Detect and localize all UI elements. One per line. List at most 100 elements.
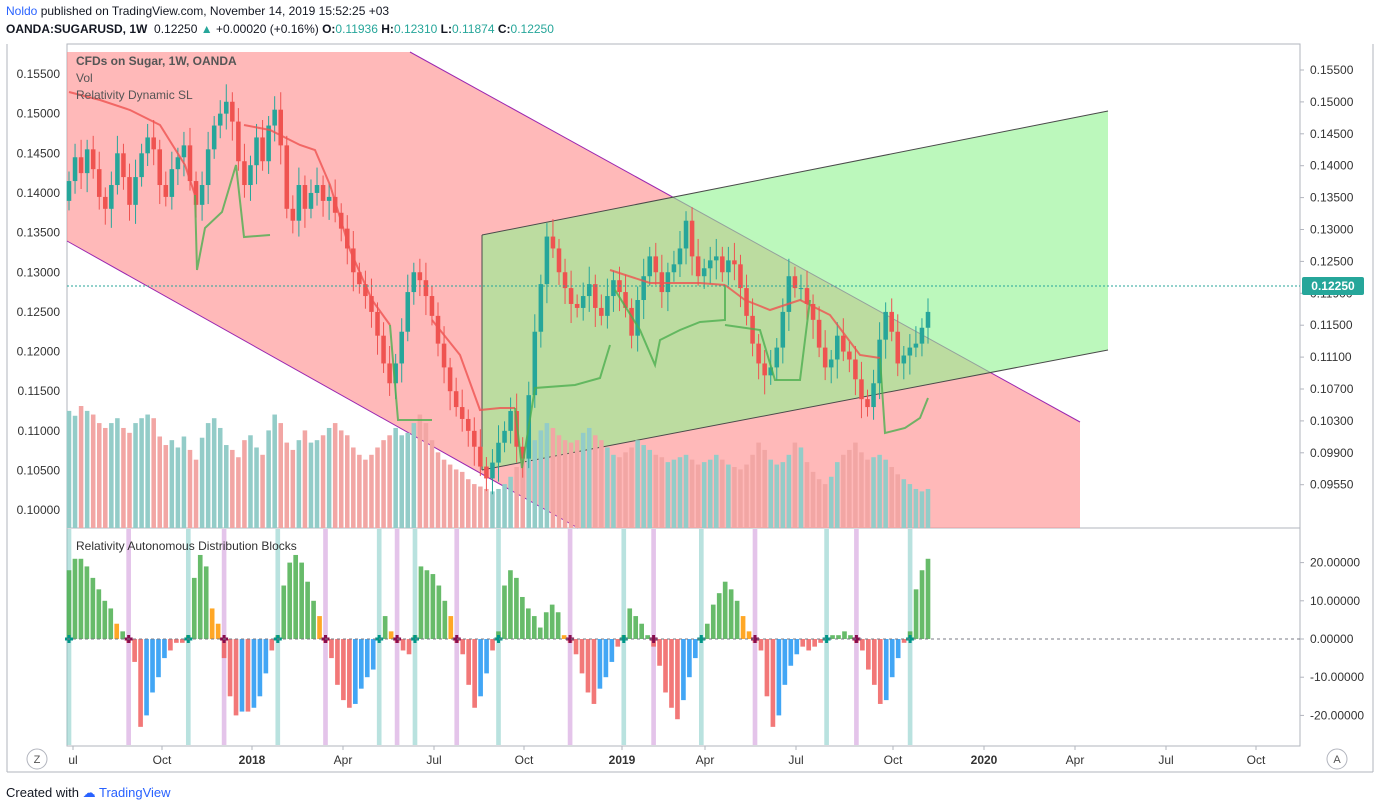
histogram-bar: [424, 570, 430, 639]
high-label: H:: [381, 22, 394, 36]
high-value: 0.12310: [393, 22, 438, 36]
close-label: C:: [497, 22, 511, 36]
volume-bar: [526, 449, 532, 528]
volume-bar: [411, 423, 417, 528]
auto-scale-button[interactable]: [1326, 748, 1348, 770]
candle-body: [478, 446, 483, 467]
candle-body: [847, 351, 852, 360]
volume-bar: [568, 442, 574, 528]
volume-bar: [877, 454, 882, 528]
volume-bar: [151, 418, 156, 528]
candle-body: [780, 311, 786, 348]
volume-bar: [447, 464, 453, 528]
candle-body: [798, 288, 804, 290]
volume-bar: [435, 452, 441, 528]
candle-body: [320, 185, 326, 201]
volume-bar: [465, 479, 471, 528]
candle-body: [683, 220, 689, 249]
volume-bar: [780, 462, 786, 528]
indicator-tick-label: -20.00000: [1310, 708, 1364, 722]
time-tick-label: ul: [68, 753, 77, 767]
histogram-bar: [144, 639, 149, 716]
candle-body: [762, 363, 767, 376]
histogram-bar: [472, 639, 477, 708]
volume-bar: [659, 457, 665, 528]
candle-body: [490, 462, 495, 479]
histogram-bar: [836, 635, 841, 639]
histogram-bar: [90, 577, 96, 639]
price-change: +0.00020 (+0.16%): [215, 22, 319, 36]
candle-body: [423, 280, 429, 297]
volume-bar: [834, 462, 840, 528]
histogram-bar: [609, 639, 615, 662]
histogram-bar: [347, 639, 352, 708]
tradingview-link[interactable]: TradingView: [99, 785, 171, 800]
indicator-tick-label: 20.00000: [1310, 556, 1360, 570]
candle-body: [895, 331, 901, 364]
histogram-bar: [525, 608, 531, 639]
volume-bar: [580, 432, 586, 528]
candle-body: [351, 248, 356, 273]
time-axis[interactable]: ul Oct 2018 Apr Jul Oct 2019 Apr Jul Oct 2020 Apr Ju…: [68, 746, 1266, 767]
publish-info: Noldo published on TradingView.com, Nove…: [6, 4, 389, 18]
histogram-bar: [657, 639, 662, 666]
volume-bar: [514, 467, 519, 528]
candle-body: [599, 307, 604, 316]
histogram-bar: [263, 639, 269, 674]
price-tick-right-label: 0.13000: [1310, 223, 1354, 237]
bullish-channel-lower-line[interactable]: [481, 349, 1109, 471]
histogram-bar: [400, 639, 406, 651]
candle-body: [157, 149, 163, 186]
volume-bar: [889, 467, 894, 528]
indicator-tick-label: -10.00000: [1310, 670, 1364, 684]
histogram-bar: [156, 639, 161, 678]
volume-bar: [744, 464, 749, 528]
volume-bar: [369, 454, 374, 528]
candle-body: [133, 177, 138, 205]
candle-body: [411, 272, 417, 293]
footer: Created with ☁ TradingView: [6, 785, 171, 801]
volume-bar: [326, 427, 332, 528]
author-name[interactable]: Noldo: [6, 4, 38, 18]
price-tick-right-label: 0.15000: [1310, 95, 1354, 109]
bullish-channel-upper-line[interactable]: [481, 110, 1109, 236]
volume-bar: [871, 457, 876, 528]
sl-segment: [194, 164, 271, 271]
candle-body: [841, 335, 846, 352]
zoom-left-button[interactable]: [26, 748, 48, 770]
candle-body: [296, 185, 302, 221]
time-tick-label: Jul: [426, 753, 441, 767]
histogram-bar: [710, 604, 716, 639]
candle-body: [853, 359, 858, 380]
sl-segment: [389, 324, 432, 421]
price-tick-right-label: 0.14500: [1310, 127, 1354, 141]
volume-bar: [762, 449, 767, 528]
volume-bar: [72, 415, 78, 528]
volume-bar: [211, 418, 217, 528]
histogram-bar: [191, 577, 197, 639]
volume-bar: [677, 457, 683, 528]
candle-body: [326, 196, 332, 201]
histogram-bar: [239, 639, 245, 712]
volume-bar: [593, 435, 598, 528]
volume-bar: [103, 427, 108, 528]
candle-body: [611, 280, 616, 297]
volume-bar: [121, 427, 126, 528]
symbol-label: OANDA:SUGARUSD, 1W: [6, 22, 148, 36]
volume-bar: [109, 423, 114, 528]
histogram-bar: [877, 639, 883, 704]
volume-bar: [205, 423, 211, 528]
time-tick-label: 2019: [609, 753, 636, 767]
histogram-bar: [764, 639, 770, 697]
price-tick-right-label: 0.14000: [1310, 159, 1354, 173]
volume-bar: [296, 440, 302, 528]
histogram-bar: [341, 639, 346, 701]
candle-body: [623, 292, 628, 308]
histogram-bar: [484, 639, 489, 674]
histogram-bar: [704, 623, 710, 639]
histogram-bar: [174, 639, 179, 643]
volume-bar: [484, 488, 489, 528]
candle-body: [508, 411, 513, 431]
volume-bar: [847, 449, 852, 528]
